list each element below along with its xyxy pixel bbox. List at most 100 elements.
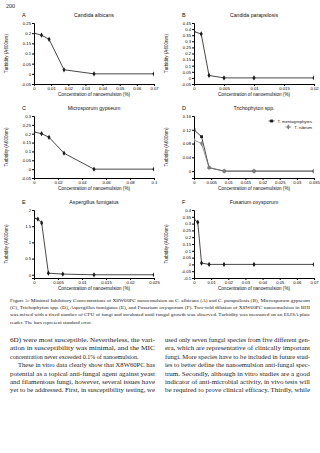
y-tick-mark xyxy=(32,134,34,135)
y-axis-line xyxy=(32,211,35,279)
data-point xyxy=(252,75,255,80)
x-tick: 0.04 xyxy=(78,178,87,185)
y-tick-mark xyxy=(32,259,34,260)
x-tick: 0.08 xyxy=(126,178,135,185)
x-tick-label: 0.06 xyxy=(102,180,111,185)
x-tick-label: 0.05 xyxy=(116,86,125,91)
x-tick: 0.05 xyxy=(276,278,285,285)
chart-panel: BCandida parapsilosis00.0050.010.0150.02… xyxy=(164,12,319,97)
chart-title: Fusarium oxysporum xyxy=(230,199,278,205)
chart-title: Candida albicans xyxy=(74,12,114,18)
y-tick: 0.04 xyxy=(183,155,194,160)
chart-title: Microsporum gypseum xyxy=(68,105,120,111)
x-tick-label: 0.005 xyxy=(206,180,217,185)
y-tick: 0.2 xyxy=(25,132,34,137)
x-axis: 00.0050.010.0150.020.025 xyxy=(33,278,160,285)
x-tick: 0.005 xyxy=(206,178,217,185)
y-tick-mark xyxy=(32,151,34,152)
data-point xyxy=(207,73,210,78)
x-tick-label: 0.025 xyxy=(275,180,286,185)
series-line xyxy=(194,220,314,265)
data-point xyxy=(252,168,255,173)
caption-line: Figure 5: Minimal Inhibitory Concentrati… xyxy=(10,298,310,304)
x-tick-label: 0.06 xyxy=(293,280,302,285)
y-tick-label: 0.05 xyxy=(183,70,192,75)
y-tick: 0.2 xyxy=(185,235,194,240)
y-tick-label: 0.2 xyxy=(25,132,31,137)
x-tick-label: 0 xyxy=(33,180,36,185)
x-tick-label: 0.04 xyxy=(99,86,108,91)
y-tick-label: 0 xyxy=(189,169,192,174)
y-tick: 0 xyxy=(189,76,194,81)
y-tick-label: 0.2 xyxy=(185,51,191,56)
body-line: era, which are representative of clinica… xyxy=(165,345,310,351)
body-line: trum. Secondly, although in vitro studie… xyxy=(165,371,310,377)
chart-panel: FFusarium oxysporum00.010.020.030.040.05… xyxy=(164,199,319,291)
y-axis-title: Turbidity (A600nm) xyxy=(164,224,169,263)
x-tick: 0 xyxy=(193,84,196,91)
y-tick-label: 0.15 xyxy=(23,41,32,46)
x-tick-label: 0.01 xyxy=(208,280,217,285)
y-tick-label: 0.4 xyxy=(185,208,191,213)
panel-label: B xyxy=(182,12,186,18)
y-tick: 0.25 xyxy=(23,123,34,128)
x-axis-title: Concentration of nanoemulsion (%) xyxy=(58,186,130,191)
y-tick: -0.1 xyxy=(184,276,194,281)
y-tick: 1 xyxy=(29,240,34,245)
legend-symbol xyxy=(270,120,273,123)
y-tick: 0.25 xyxy=(183,45,194,50)
y-axis-line xyxy=(192,117,195,179)
body-line: potential as a topical anti-fungal agent… xyxy=(10,371,155,377)
y-tick-label: 0.25 xyxy=(23,123,32,128)
y-tick: 0.15 xyxy=(183,242,194,247)
x-tick: 0.02 xyxy=(259,178,268,185)
series-line xyxy=(194,140,314,171)
y-tick: -0.05 xyxy=(21,82,34,87)
x-tick-label: 0.02 xyxy=(259,180,268,185)
data-point xyxy=(223,168,226,173)
y-tick: 0.15 xyxy=(183,57,194,62)
x-tick-label: 0 xyxy=(193,280,196,285)
y-tick: 0.4 xyxy=(185,27,194,32)
y-tick-mark xyxy=(32,242,34,243)
plot-marks xyxy=(34,215,154,277)
data-point xyxy=(62,151,65,156)
chart-title: Candida parapsilosis xyxy=(230,12,279,18)
x-tick-label: 0.01 xyxy=(78,280,87,285)
y-tick-mark xyxy=(192,47,194,48)
y-tick: -0.05 xyxy=(181,269,194,274)
y-tick-mark xyxy=(32,43,34,44)
y-tick: 0.1 xyxy=(185,249,194,254)
y-axis: 00.511.52 xyxy=(25,208,34,279)
y-tick-mark xyxy=(192,130,194,131)
x-tick: 0.06 xyxy=(293,278,302,285)
x-axis-title: Concentration of nanoemulsion (%) xyxy=(218,92,290,97)
y-tick-label: 0.35 xyxy=(183,33,192,38)
x-axis-line xyxy=(35,179,155,181)
y-tick-label: 0.25 xyxy=(183,45,192,50)
y-tick-label: 0 xyxy=(29,167,32,172)
y-tick-mark xyxy=(32,23,34,24)
y-tick: 0.4 xyxy=(185,208,194,213)
x-tick: 0.02 xyxy=(54,178,63,185)
data-point xyxy=(34,31,36,36)
data-point xyxy=(152,167,154,172)
x-tick-label: 0.04 xyxy=(78,180,87,185)
x-tick-label: 0.02 xyxy=(310,86,319,91)
y-axis-line xyxy=(32,117,35,179)
x-tick: 0.04 xyxy=(99,84,108,91)
y-axis: -0.0500.050.10.150.20.250.3 xyxy=(21,114,34,181)
plot-marks xyxy=(194,29,314,81)
y-tick-label: 0.25 xyxy=(23,21,32,26)
legend: T. mentagrophytesT. rubrum xyxy=(269,119,313,130)
caption-line: reader. The bars represent standard erro… xyxy=(10,320,92,325)
y-tick: 0.35 xyxy=(183,33,194,38)
x-tick: 0.01 xyxy=(250,84,259,91)
legend-line xyxy=(269,121,275,122)
y-tick-label: 0.45 xyxy=(183,21,192,26)
y-tick-mark xyxy=(192,264,194,265)
y-tick-mark xyxy=(32,116,34,117)
x-tick: 0.01 xyxy=(225,178,234,185)
y-tick-mark xyxy=(32,125,34,126)
y-tick: 2 xyxy=(29,208,34,213)
